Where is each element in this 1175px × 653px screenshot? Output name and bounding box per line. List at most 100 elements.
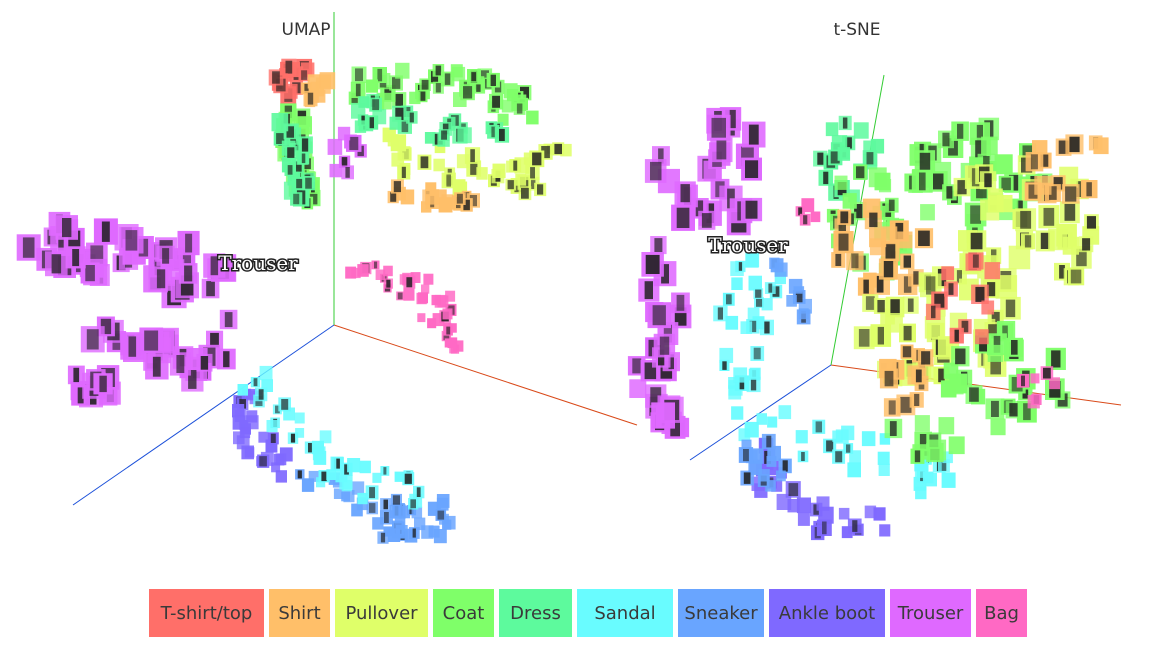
umap-sandal-thumb [295, 428, 305, 438]
tsne-item-silhouette [1065, 186, 1077, 202]
umap-shirt-thumb [400, 189, 415, 205]
tsne-ankle-boot-thumb [816, 496, 830, 511]
umap-item-silhouette [470, 162, 478, 175]
tsne-item-silhouette [663, 324, 672, 343]
tsne-sandal-thumb [877, 451, 890, 465]
tsne-item-silhouette [976, 182, 987, 199]
tsne-item-silhouette [748, 124, 759, 145]
umap-item-silhouette [200, 356, 209, 370]
tsne-coat-thumb [920, 204, 935, 221]
tsne-item-silhouette [1024, 235, 1032, 248]
tsne-sandal-thumb [748, 275, 762, 291]
tsne-item-silhouette [991, 311, 1000, 326]
umap-ankle-boot-thumb [236, 435, 250, 450]
tsne-item-silhouette [969, 387, 979, 402]
umap-coat-thumb [395, 62, 410, 79]
umap-z-axis [72, 324, 335, 506]
umap-item-silhouette [210, 332, 219, 348]
legend-item-bag[interactable]: Bag [976, 589, 1027, 637]
legend-item-trouser[interactable]: Trouser [890, 589, 971, 637]
tsne-coat-thumb [940, 380, 957, 398]
tsne-item-silhouette [738, 262, 743, 271]
umap-bag-thumb [449, 345, 457, 354]
umap-item-silhouette [412, 528, 416, 538]
tsne-item-silhouette [717, 307, 723, 320]
tsne-item-silhouette [948, 283, 954, 295]
tsne-sneaker-thumb [758, 469, 770, 482]
umap-item-silhouette [22, 237, 35, 258]
umap-ankle-boot-thumb [239, 420, 249, 430]
umap-sneaker-thumb [301, 478, 315, 492]
tsne-item-silhouette [934, 293, 945, 308]
tsne-sandal-thumb [738, 428, 751, 442]
umap-item-silhouette [395, 107, 404, 120]
umap-item-silhouette [162, 248, 170, 264]
umap-ankle-boot-thumb [246, 388, 257, 401]
tsne-sneaker-thumb [774, 262, 788, 277]
umap-item-silhouette [286, 126, 294, 138]
tsne-item-silhouette [888, 400, 896, 415]
umap-item-silhouette [301, 138, 309, 152]
umap-sandal-thumb [319, 430, 332, 444]
umap-item-silhouette [287, 165, 293, 175]
umap-item-silhouette [541, 146, 550, 159]
umap-item-silhouette [409, 112, 414, 123]
tsne-item-silhouette [756, 298, 763, 307]
tsne-t-shirt-top-thumb [975, 329, 989, 345]
tsne-sandal-thumb [756, 413, 767, 425]
umap-item-silhouette [308, 443, 313, 453]
umap-item-silhouette [210, 256, 219, 276]
tsne-item-silhouette [851, 253, 859, 269]
legend-item-ankle-boot[interactable]: Ankle boot [769, 589, 885, 637]
umap-panel[interactable]: UMAP Trouser [16, 12, 638, 544]
umap-coat-thumb [503, 83, 518, 99]
umap-item-silhouette [184, 265, 193, 282]
umap-item-silhouette [463, 199, 470, 211]
umap-sneaker-thumb [411, 506, 423, 519]
tsne-ankle-boot-thumb [797, 512, 810, 526]
umap-ankle-boot-thumb [271, 462, 281, 473]
umap-item-silhouette [223, 351, 230, 368]
umap-item-silhouette [304, 83, 309, 94]
tsne-item-silhouette [1059, 265, 1065, 279]
tsne-trouser-thumb [651, 402, 675, 429]
umap-dress-thumb [389, 116, 402, 130]
tsne-item-silhouette [1086, 182, 1092, 197]
legend-item-t-shirt-top[interactable]: T-shirt/top [149, 589, 264, 637]
tsne-item-silhouette [988, 324, 998, 339]
umap-item-silhouette [471, 72, 477, 82]
umap-item-silhouette [520, 86, 529, 99]
tsne-item-silhouette [1086, 216, 1096, 229]
umap-item-silhouette [355, 83, 361, 97]
legend-item-sandal[interactable]: Sandal [577, 589, 673, 637]
legend-item-pullover[interactable]: Pullover [335, 589, 428, 637]
umap-sneaker-thumb [372, 517, 384, 530]
tsne-item-silhouette [975, 140, 987, 158]
legend-item-dress[interactable]: Dress [499, 589, 572, 637]
umap-sneaker-thumb [333, 488, 344, 499]
legend-item-shirt[interactable]: Shirt [269, 589, 330, 637]
tsne-item-silhouette [919, 172, 926, 191]
umap-item-silhouette [401, 119, 409, 133]
tsne-sandal-thumb [733, 367, 748, 383]
umap-item-silhouette [258, 389, 264, 400]
tsne-sandal-thumb [942, 451, 953, 464]
legend-item-coat[interactable]: Coat [433, 589, 494, 637]
tsne-item-silhouette [919, 434, 927, 449]
legend-item-sneaker[interactable]: Sneaker [678, 589, 764, 637]
umap-item-silhouette [393, 181, 401, 193]
tsne-t-shirt-top-thumb [981, 300, 995, 315]
tsne-item-silhouette [903, 276, 912, 293]
tsne-t-shirt-top-thumb [941, 266, 955, 281]
tsne-item-silhouette [840, 211, 849, 224]
umap-item-silhouette [276, 133, 285, 144]
tsne-item-silhouette [869, 212, 878, 228]
tsne-item-silhouette [890, 299, 900, 316]
tsne-item-silhouette [764, 321, 770, 334]
tsne-item-silhouette [926, 276, 936, 295]
tsne-sandal-thumb [879, 433, 891, 445]
tsne-panel[interactable]: t-SNE Trouser [627, 20, 1122, 541]
tsne-shirt-thumb [897, 231, 913, 249]
tsne-item-silhouette [1021, 375, 1025, 387]
